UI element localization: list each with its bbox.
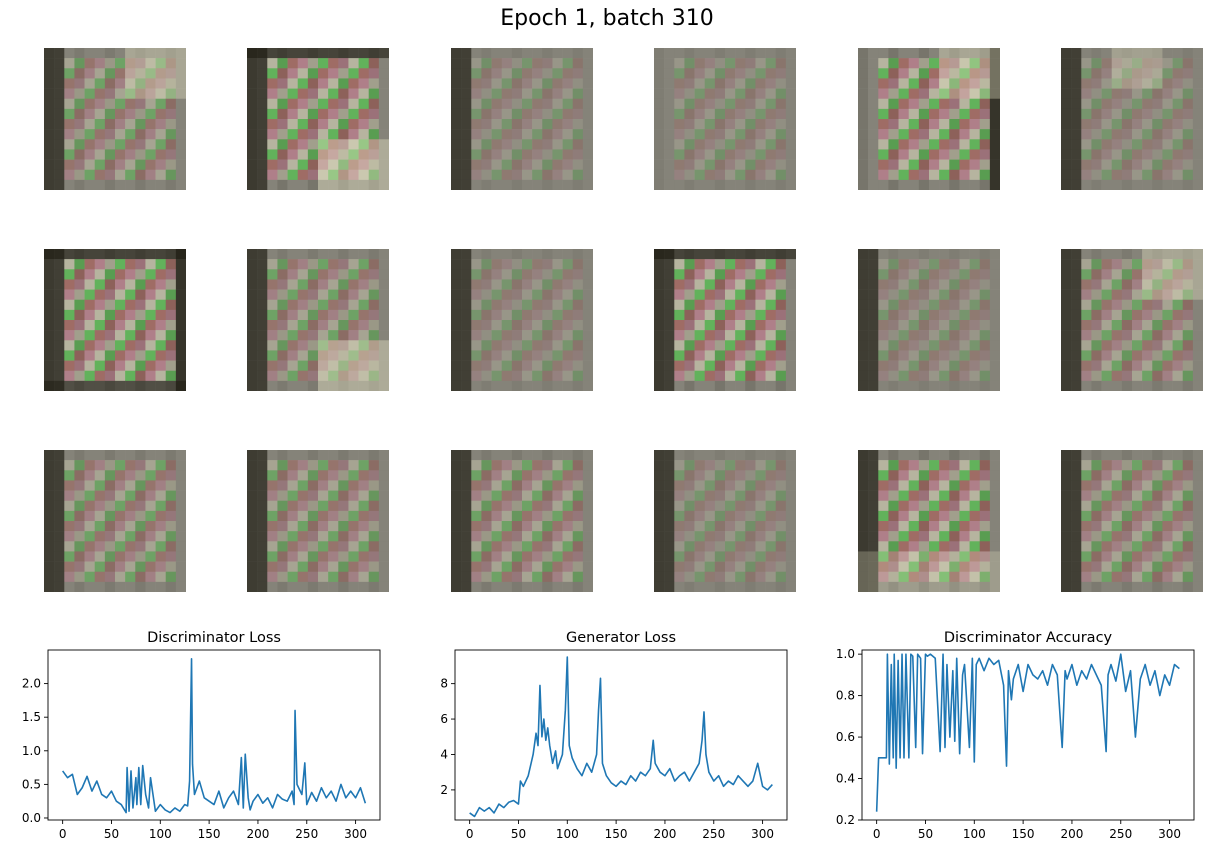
figure-title: Epoch 1, batch 310 [500,6,714,31]
x-tick-label: 50 [104,827,119,841]
x-tick-label: 0 [873,827,881,841]
y-tick-label: 2.0 [22,677,41,691]
generated-sample-image [654,450,796,592]
x-tick-label: 200 [246,827,269,841]
generated-sample-image [1061,48,1203,190]
generated-sample-image [44,249,186,391]
x-tick-label: 250 [295,827,318,841]
x-tick-label: 0 [59,827,67,841]
x-tick-label: 300 [344,827,367,841]
generator-loss-title: Generator Loss [566,630,676,646]
y-tick-label: 0.5 [22,777,41,791]
x-tick-label: 200 [1060,827,1083,841]
y-tick-label: 6 [440,712,448,726]
y-tick-label: 8 [440,677,448,691]
x-tick-label: 150 [605,827,628,841]
generated-sample-image [858,450,1000,592]
discriminator-loss-panel: Discriminator Loss 0 50 100 150 200 250 300 0.0 0… [10,624,381,853]
x-tick-label: 250 [702,827,725,841]
generated-sample-image [654,249,796,391]
generated-sample-image [44,48,186,190]
generated-sample-image [451,450,593,592]
x-tick-label: 300 [751,827,774,841]
y-tick-label: 2 [440,783,448,797]
generated-sample-image [858,48,1000,190]
generated-sample-image [451,48,593,190]
x-tick-label: 100 [149,827,172,841]
y-tick-label: 1.0 [22,744,41,758]
generated-sample-image [858,249,1000,391]
generator-loss-chart: Generator Loss 0 50 100 150 200 250 300 2 4 6 8 [440,630,788,841]
x-tick-label: 150 [1012,827,1035,841]
x-tick-label: 150 [198,827,221,841]
discriminator-accuracy-series-line [875,653,1180,812]
discriminator-loss-chart: Discriminator Loss 0 50 100 150 200 250 300 0.0 0… [22,630,381,841]
discriminator-loss-series-line [62,657,367,814]
y-tick-label: 0.4 [836,772,855,786]
generator-loss-axes-frame [454,649,788,821]
discriminator-loss-title: Discriminator Loss [147,630,281,646]
generated-sample-image [1061,249,1203,391]
y-tick-label: 1.0 [836,647,855,661]
discriminator-accuracy-panel: Discriminator Accuracy 0 50 100 150 200 250 300… [824,624,1195,853]
x-tick-label: 250 [1109,827,1132,841]
y-tick-label: 0.6 [836,730,855,744]
x-tick-label: 50 [511,827,526,841]
x-tick-label: 100 [963,827,986,841]
x-tick-label: 300 [1158,827,1181,841]
discriminator-accuracy-title: Discriminator Accuracy [944,630,1113,646]
generated-sample-image [247,249,389,391]
generated-sample-image [44,450,186,592]
x-tick-label: 200 [653,827,676,841]
y-tick-label: 1.5 [22,710,41,724]
y-tick-label: 0.8 [836,689,855,703]
generated-sample-image [451,249,593,391]
generator-loss-series-line [469,656,773,818]
x-tick-label: 50 [918,827,933,841]
generated-sample-image [1061,450,1203,592]
discriminator-accuracy-chart: Discriminator Accuracy 0 50 100 150 200 250 300… [836,630,1195,841]
discriminator-accuracy-axes-frame [861,649,1195,821]
y-tick-label: 0.2 [836,813,855,827]
generator-loss-panel: Generator Loss 0 50 100 150 200 250 300 2 4 6 8 [417,624,788,853]
discriminator-loss-axes-frame [47,649,381,821]
y-tick-label: 0.0 [22,811,41,825]
generated-sample-image [247,48,389,190]
generated-sample-image [654,48,796,190]
x-tick-label: 100 [556,827,579,841]
x-tick-label: 0 [466,827,474,841]
y-tick-label: 4 [440,747,448,761]
generated-sample-image [247,450,389,592]
